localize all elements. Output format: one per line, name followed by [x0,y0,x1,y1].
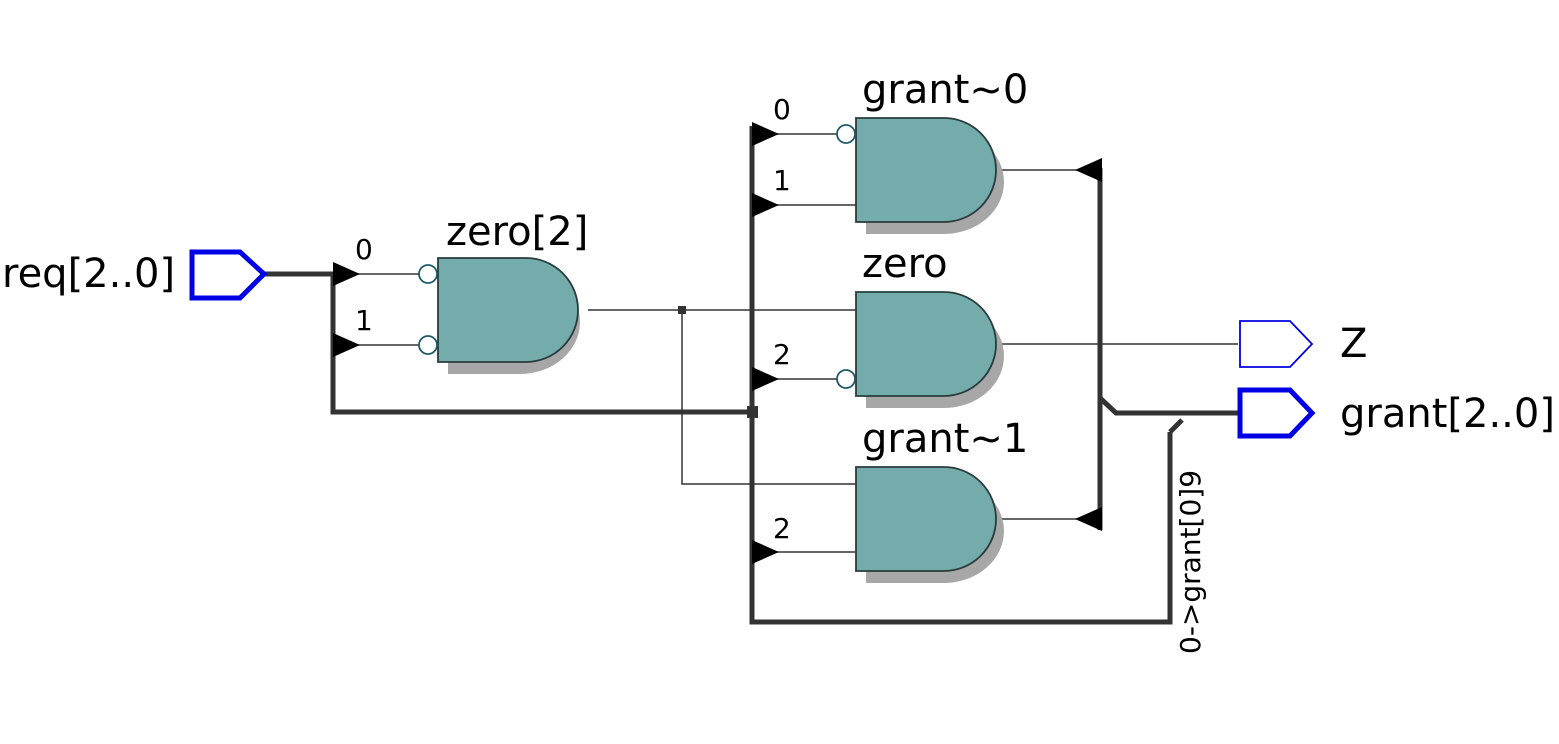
req-port-label: req[2..0] [2,251,175,297]
z-port-label: Z [1340,321,1367,367]
inverter-bubble [418,335,438,355]
junction-dot [678,306,686,314]
pin-label: 0 [355,233,373,266]
grant-port-label: grant[2..0] [1340,391,1555,437]
and-gate-grant1[interactable] [855,466,1004,583]
inverter-bubble [836,124,856,144]
and-gate-zero[interactable] [836,291,1004,408]
gate-label-grant1: grant~1 [862,416,1028,462]
tap-arrow [1075,158,1102,182]
pin-label: 1 [773,164,791,197]
gate-label-zero: zero [862,241,948,287]
output-port-grant[interactable] [1237,387,1316,439]
output-port-z[interactable] [1239,320,1314,368]
tap-arrow [333,262,360,286]
inverter-bubble [418,264,438,284]
tap-arrow [752,122,779,146]
tap-arrow [333,333,360,357]
gate-label-zero2: zero[2] [446,209,588,255]
bus-tap-arrows [333,122,1102,564]
zero2-to-grant1-wire [681,310,856,485]
bus-rotated-label: 0->grant[0]9 [1174,470,1207,654]
input-port-req[interactable] [189,249,268,301]
gate-label-grant0: grant~0 [862,67,1028,113]
grant-output-bus [1098,396,1240,416]
and-gate-grant0[interactable] [836,117,1004,234]
tap-arrow [752,540,779,564]
pin-label: 0 [773,93,791,126]
pin-label: 2 [773,338,791,371]
pin-label: 2 [773,512,791,545]
bus-bend [1168,418,1184,434]
tap-arrow [752,367,779,391]
junction-dot [747,406,758,418]
tap-arrow [1075,507,1102,531]
tap-arrow [752,193,779,217]
inverter-bubble [836,369,856,389]
and-gate-zero2[interactable] [418,257,580,374]
pin-label: 1 [355,304,373,337]
left-vertical-bus [330,274,752,415]
